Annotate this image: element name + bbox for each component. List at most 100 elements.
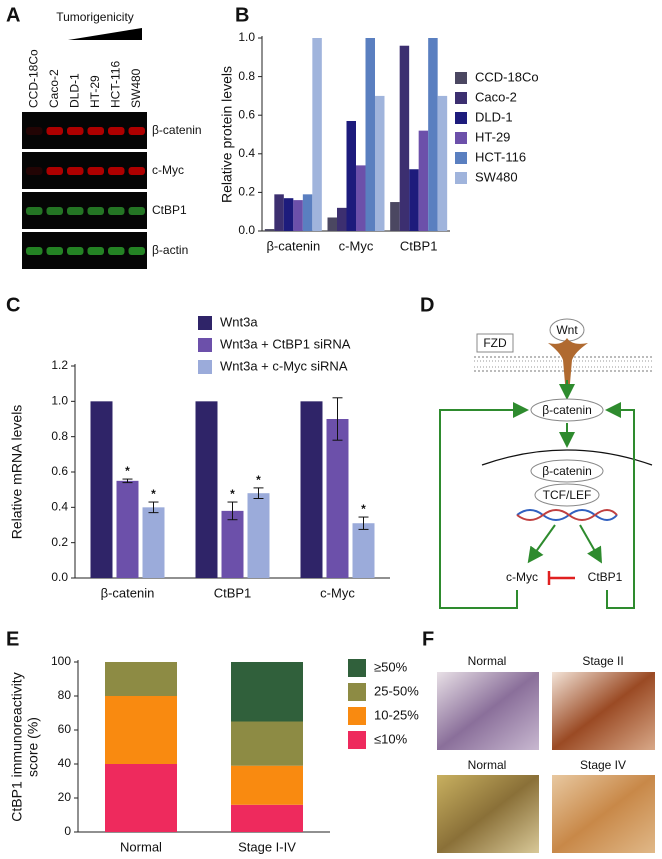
legend-label: CCD-18Co xyxy=(475,69,539,84)
legend-label: 10-25% xyxy=(374,707,419,722)
significance-mark: * xyxy=(256,473,261,487)
node xyxy=(530,398,604,422)
blot-band xyxy=(26,247,43,255)
histology: Normal Stage II Normal Stage IV xyxy=(437,654,655,853)
bar-segment xyxy=(231,721,303,766)
histology-image xyxy=(437,775,539,853)
node-label: β-catenin xyxy=(542,403,592,417)
legend-swatch xyxy=(348,659,366,677)
bar xyxy=(437,95,448,232)
image-label: Normal xyxy=(468,758,507,772)
blot-strip xyxy=(22,232,147,269)
legend-swatch xyxy=(348,683,366,701)
legend-swatch xyxy=(198,316,212,330)
panel-label: F xyxy=(422,628,434,650)
bar xyxy=(375,95,385,232)
bar-segment xyxy=(105,764,177,832)
bar xyxy=(346,120,356,231)
legend-label: HT-29 xyxy=(475,129,510,144)
y-tick-label: 20 xyxy=(58,790,72,804)
node-label: TCF/LEF xyxy=(543,488,592,502)
lane-label: DLD-1 xyxy=(67,73,81,108)
legend-swatch xyxy=(455,72,467,84)
bar xyxy=(428,38,438,231)
bar-segment xyxy=(105,662,177,696)
lane-label: CCD-18Co xyxy=(26,49,40,108)
x-tick-label: CtBP1 xyxy=(400,238,438,253)
bar xyxy=(312,38,322,231)
node-label: β-catenin xyxy=(542,464,592,478)
image-label: Stage II xyxy=(582,654,623,668)
legend-swatch xyxy=(348,707,366,725)
panel-label: B xyxy=(235,4,249,26)
blot-band xyxy=(67,167,84,175)
legend-label: Wnt3a + c-Myc siRNA xyxy=(220,358,348,373)
blot-band xyxy=(108,207,125,215)
bar xyxy=(399,45,410,231)
lane-label: HCT-116 xyxy=(108,61,122,108)
blot-band xyxy=(128,247,145,255)
x-tick-label: c-Myc xyxy=(320,585,355,600)
bar xyxy=(390,202,400,231)
feedback-arrow xyxy=(605,402,635,609)
y-tick-label: 0.8 xyxy=(51,429,68,443)
feedback-arrow xyxy=(439,402,529,609)
error-bar xyxy=(122,478,133,484)
y-tick-label: 0.0 xyxy=(238,223,255,237)
blot-band xyxy=(128,207,145,215)
lane-label: HT-29 xyxy=(88,75,102,108)
blot-band xyxy=(128,127,145,135)
image-label: Stage IV xyxy=(580,758,626,772)
blot-band xyxy=(67,247,84,255)
error-bar xyxy=(332,397,343,441)
protein-label: β-actin xyxy=(152,243,188,257)
error-bar xyxy=(253,487,264,499)
panel-label: E xyxy=(6,628,19,650)
y-tick-label: 0.2 xyxy=(238,185,255,199)
legend-swatch xyxy=(348,731,366,749)
bar xyxy=(337,207,347,231)
blot-band xyxy=(67,207,84,215)
blot-band xyxy=(46,247,63,255)
arrow xyxy=(527,524,556,564)
nuclear-envelope xyxy=(481,449,653,466)
bar xyxy=(302,194,313,231)
bar xyxy=(365,38,375,231)
node xyxy=(476,333,514,353)
bar-segment xyxy=(231,804,303,832)
blot-band xyxy=(108,127,125,135)
histology-image xyxy=(437,672,539,750)
blot-band xyxy=(46,207,63,215)
x-tick-label: Normal xyxy=(120,839,162,854)
blot-band xyxy=(108,167,125,175)
bar xyxy=(300,401,323,578)
legend-swatch xyxy=(455,152,467,164)
pathway-diagram: Wnt FZD β-catenin β-catenin TCF/LEF c-My… xyxy=(439,318,653,609)
bar xyxy=(327,217,337,231)
legend-label: Wnt3a + CtBP1 siRNA xyxy=(220,336,351,351)
protein-label: β-catenin xyxy=(152,123,202,137)
node-label: Wnt xyxy=(556,323,578,337)
blot-band xyxy=(87,127,104,135)
dna xyxy=(516,509,618,521)
y-tick-label: 0.6 xyxy=(238,107,255,121)
bar xyxy=(247,493,270,578)
legend-swatch xyxy=(455,92,467,104)
blot-strip xyxy=(22,112,147,149)
bar-segment xyxy=(231,765,303,805)
bar xyxy=(195,401,218,578)
blot-band xyxy=(46,127,63,135)
legend-swatch xyxy=(198,338,212,352)
blot-band xyxy=(87,207,104,215)
legend-swatch xyxy=(455,112,467,124)
legend-label: SW480 xyxy=(475,169,518,184)
blot-band xyxy=(87,247,104,255)
bar xyxy=(264,229,275,231)
receptor-shape xyxy=(548,338,588,395)
legend-label: Wnt3a xyxy=(220,314,258,329)
blot-band xyxy=(46,167,63,175)
blot-band xyxy=(67,127,84,135)
y-tick-label: 1.0 xyxy=(51,394,68,408)
node-label: CtBP1 xyxy=(588,570,623,584)
